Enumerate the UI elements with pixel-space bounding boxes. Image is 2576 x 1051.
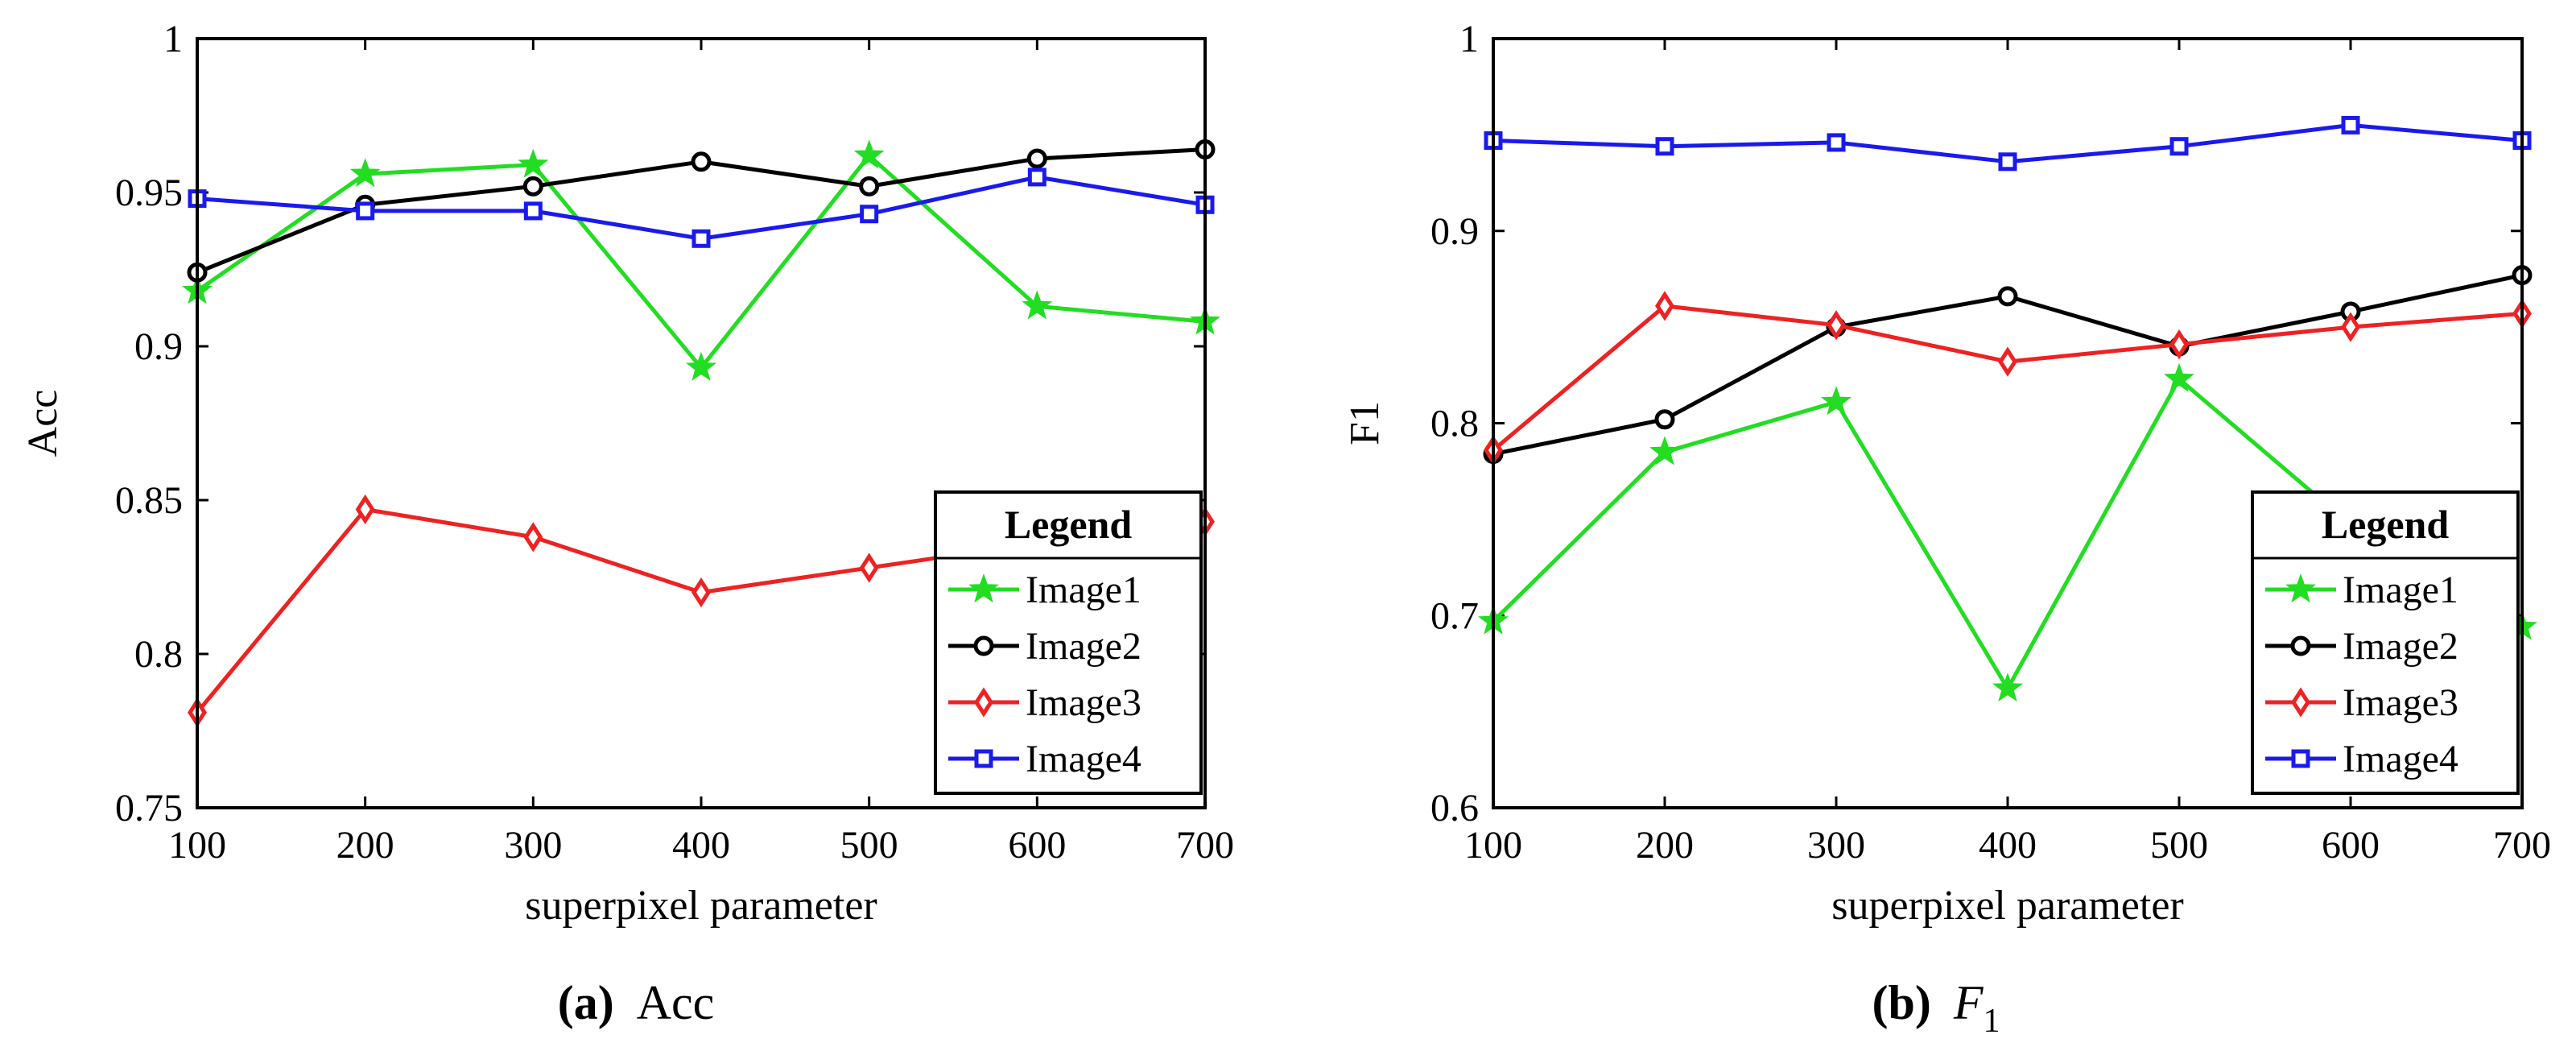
x-tick-label: 600 — [2322, 824, 2380, 867]
data-point-image1 — [1821, 386, 1852, 416]
x-tick-label: 200 — [1636, 824, 1694, 867]
legend-marker-image2 — [2290, 635, 2311, 656]
x-tick-label: 400 — [672, 824, 730, 867]
x-tick-label: 500 — [2150, 824, 2208, 867]
legend-marker-image3 — [2291, 687, 2310, 718]
series-image4 — [188, 168, 1215, 248]
series-image4 — [1484, 115, 2532, 172]
data-point-image4 — [691, 229, 711, 248]
y-tick-label: 0.95 — [115, 172, 183, 214]
x-axis-title: superpixel parameter — [525, 883, 877, 929]
legend-marker-image2 — [973, 635, 994, 656]
legend-label-image1: Image1 — [2343, 569, 2458, 611]
data-point-image4 — [356, 201, 375, 221]
data-point-image3 — [859, 552, 879, 583]
caption-letter: (a) — [558, 976, 614, 1029]
data-point-image3 — [1827, 310, 1846, 341]
data-point-image1 — [349, 158, 381, 188]
data-point-image2 — [1997, 286, 2018, 307]
y-tick-label: 0.85 — [115, 479, 183, 522]
panel-f1: 100 200 300 400 500 600 700 0.6 0.7 0.8 0.9 1 superp… — [1342, 18, 2551, 1040]
x-tick-label: 700 — [1176, 824, 1234, 867]
y-tick-label: 0.8 — [134, 633, 183, 676]
y-tick-label: 1 — [163, 18, 183, 60]
data-point-image3 — [2169, 329, 2189, 360]
y-axis-title: Acc — [20, 390, 66, 457]
data-point-image4 — [1827, 133, 1846, 152]
data-point-image4 — [1655, 137, 1674, 156]
data-point-image4 — [860, 205, 879, 224]
x-tick-label: 300 — [1807, 824, 1865, 867]
legend: Legend Image1 Image2 Image3 Image4 — [934, 490, 1203, 795]
legend: Legend Image1 Image2 Image3 Image4 — [2251, 490, 2520, 795]
legend-label-image2: Image2 — [2343, 625, 2458, 668]
panel-caption: (a) Acc — [558, 976, 715, 1029]
data-point-image4 — [523, 201, 543, 221]
data-point-image3 — [1998, 346, 2017, 377]
y-tick-label: 0.75 — [115, 787, 183, 830]
caption-letter: (b) — [1872, 976, 1931, 1029]
data-point-image1 — [2164, 362, 2194, 392]
x-tick-label: 600 — [1008, 824, 1066, 867]
legend-label-image3: Image3 — [1026, 681, 1141, 724]
legend-label-image1: Image1 — [1026, 569, 1141, 611]
x-axis-title: superpixel parameter — [1831, 883, 2183, 929]
y-axis-title: F1 — [1342, 401, 1388, 445]
data-point-image3 — [523, 522, 543, 552]
x-tick-label: 100 — [1464, 824, 1522, 867]
series-image3 — [1484, 291, 2532, 466]
data-point-image2 — [1654, 409, 1675, 430]
x-tick-label: 700 — [2493, 824, 2551, 867]
data-point-image2 — [1026, 148, 1047, 169]
data-point-image3 — [355, 494, 375, 525]
caption-subscript: 1 — [1984, 1003, 2000, 1040]
panel-acc: 100 200 300 400 500 600 700 0.75 0.8 0.85 0.9 0.95 1… — [20, 18, 1234, 1029]
y-tick-label: 0.7 — [1430, 594, 1479, 637]
y-tick-label: 0.9 — [1430, 210, 1479, 253]
legend-marker-image4 — [2291, 749, 2310, 768]
data-point-image3 — [1655, 291, 1674, 321]
data-point-image1 — [686, 351, 716, 381]
legend-marker-image1 — [968, 573, 999, 603]
data-point-image3 — [2341, 312, 2360, 342]
x-tick-label: 100 — [168, 824, 226, 867]
legend-marker-image1 — [2285, 573, 2316, 603]
legend-marker-image3 — [974, 687, 993, 718]
legend-marker-image4 — [974, 749, 993, 768]
x-tick-label: 400 — [1979, 824, 2037, 867]
plot-frame — [1492, 37, 2524, 809]
y-tick-label: 1 — [1459, 18, 1479, 60]
data-point-image2 — [522, 176, 543, 197]
legend-label-image2: Image2 — [1026, 625, 1141, 668]
legend-title: Legend — [2322, 502, 2450, 547]
legend-label-image3: Image3 — [2343, 681, 2458, 724]
data-point-image4 — [1027, 168, 1046, 187]
legend-label-image4: Image4 — [1026, 738, 1141, 780]
data-point-image4 — [1998, 152, 2017, 172]
y-tick-label: 0.8 — [1430, 403, 1479, 445]
y-tick-label: 0.6 — [1430, 787, 1479, 830]
legend-label-image4: Image4 — [2343, 738, 2458, 780]
caption-text: Acc — [637, 976, 715, 1029]
panel-caption: (b) F1 — [1872, 976, 2000, 1040]
caption-text: F — [1953, 976, 1984, 1029]
data-point-image1 — [1992, 672, 2023, 702]
data-point-image2 — [691, 151, 712, 172]
x-tick-label: 300 — [504, 824, 562, 867]
y-tick-label: 0.9 — [134, 325, 183, 368]
data-point-image3 — [691, 577, 711, 608]
data-point-image2 — [859, 176, 880, 197]
data-point-image4 — [2169, 137, 2189, 156]
data-point-image4 — [2341, 115, 2360, 134]
data-point-image1 — [1022, 290, 1053, 320]
x-tick-label: 200 — [336, 824, 394, 867]
legend-title: Legend — [1005, 502, 1133, 547]
data-point-image1 — [1649, 436, 1680, 466]
data-point-image1 — [853, 139, 885, 169]
plot-frame — [196, 37, 1207, 809]
x-tick-label: 500 — [840, 824, 898, 867]
data-point-image1 — [518, 148, 549, 178]
